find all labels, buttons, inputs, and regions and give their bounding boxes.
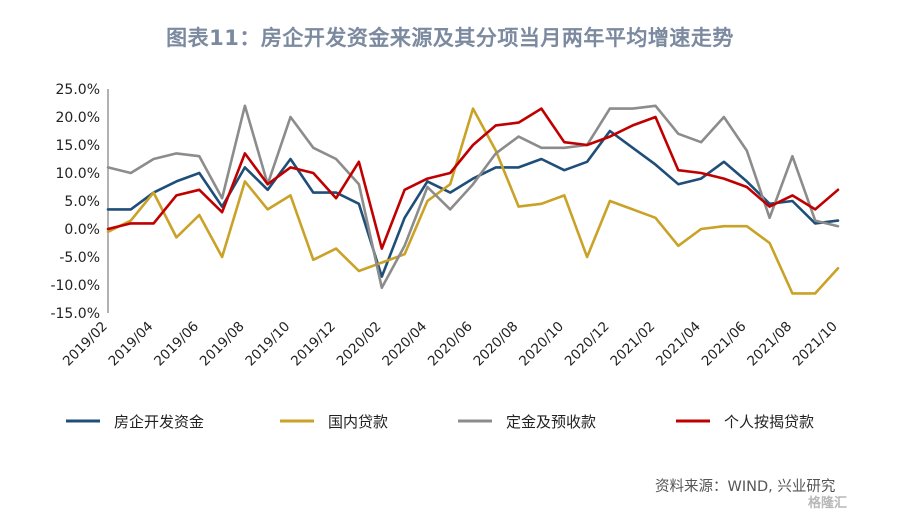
- y-axis-ticks: 25.0% 20.0% 15.0% 10.0% 5.0% 0.0% -5.0% -10.0% -…: [50, 82, 100, 322]
- watermark-logo: 格隆汇: [808, 496, 848, 511]
- y-tick-label: -5.0%: [59, 250, 100, 266]
- x-tick-label: 2019/08: [197, 319, 248, 370]
- chart-title: 图表11：房企开发资金来源及其分项当月两年平均增速走势: [166, 26, 734, 50]
- y-tick-label: -15.0%: [50, 306, 100, 322]
- legend-label: 国内贷款: [328, 413, 388, 431]
- series-line-房企开发资金: [106, 129, 840, 278]
- series-line-定金及预收款: [106, 104, 840, 290]
- x-tick-label: 2021/08: [744, 319, 795, 370]
- legend-label: 个人按揭贷款: [724, 413, 814, 431]
- x-tick-label: 2019/12: [288, 319, 339, 370]
- x-tick-label: 2020/06: [425, 319, 476, 370]
- x-tick-label: 2021/06: [699, 319, 750, 370]
- series-line-个人按揭贷款: [106, 107, 840, 250]
- x-tick-label: 2019/10: [242, 319, 293, 370]
- y-tick-label: 5.0%: [64, 194, 100, 210]
- x-tick-label: 2021/02: [607, 319, 658, 370]
- x-tick-label: 2021/10: [790, 319, 841, 370]
- legend-label: 房企开发资金: [114, 413, 204, 431]
- x-tick-label: 2019/06: [151, 319, 202, 370]
- legend-item: 房企开发资金: [66, 413, 204, 431]
- y-tick-label: 15.0%: [56, 138, 100, 154]
- x-tick-label: 2020/04: [379, 319, 430, 370]
- y-tick-label: 0.0%: [64, 222, 100, 238]
- x-axis-ticks: 2019/022019/042019/062019/082019/102019/…: [60, 319, 841, 370]
- x-tick-label: 2020/02: [334, 319, 385, 370]
- series-line-国内贷款: [106, 107, 840, 295]
- y-tick-label: 10.0%: [56, 166, 100, 182]
- y-tick-label: 20.0%: [56, 110, 100, 126]
- legend-item: 国内贷款: [280, 413, 388, 431]
- x-tick-label: 2020/10: [516, 319, 567, 370]
- y-tick-label: 25.0%: [56, 82, 100, 98]
- legend-item: 个人按揭贷款: [676, 413, 814, 431]
- legend-item: 定金及预收款: [458, 413, 596, 431]
- legend-label: 定金及预收款: [506, 413, 596, 431]
- legend: 房企开发资金 国内贷款 定金及预收款 个人按揭贷款: [66, 413, 814, 431]
- x-tick-label: 2021/04: [653, 319, 704, 370]
- source-note: 资料来源：WIND, 兴业研究: [655, 479, 836, 495]
- series-lines: [106, 104, 840, 295]
- x-tick-label: 2019/02: [60, 319, 111, 370]
- x-tick-label: 2020/12: [562, 319, 613, 370]
- x-tick-label: 2020/08: [470, 319, 521, 370]
- y-tick-label: -10.0%: [50, 278, 100, 294]
- x-tick-label: 2019/04: [105, 319, 156, 370]
